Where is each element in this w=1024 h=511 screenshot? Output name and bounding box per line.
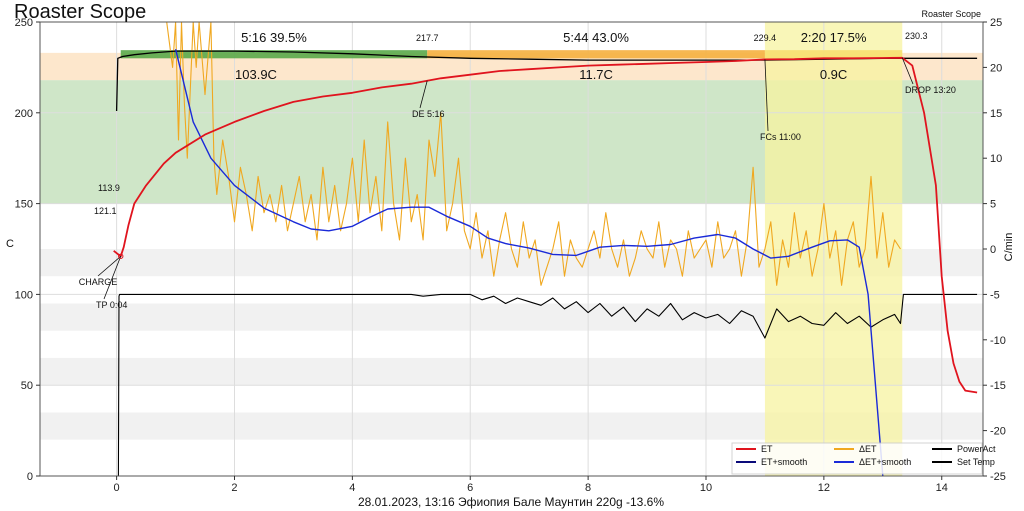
annotation-pointer <box>97 255 122 277</box>
chart-subtitle: 28.01.2023, 13:16 Эфиопия Бале Маунтин 2… <box>358 495 664 509</box>
phase-bar <box>120 50 428 59</box>
phase-temp: 229.4 <box>754 33 777 43</box>
chart-title: Roaster Scope <box>14 1 146 23</box>
ytick-right-label: -10 <box>990 335 1006 347</box>
legend-label: ET <box>761 444 773 454</box>
ytick-right-label: 25 <box>990 17 1002 29</box>
ytick-right-label: -15 <box>990 380 1006 392</box>
xtick-label: 8 <box>585 482 591 494</box>
annotation-label: 121.1 <box>94 206 117 216</box>
xtick-label: 14 <box>936 482 948 494</box>
ytick-left-label: 200 <box>15 108 33 120</box>
ytick-right-label: -5 <box>990 289 1000 301</box>
series-et-line <box>113 56 978 394</box>
ytick-left-label: 0 <box>27 471 33 483</box>
background-bands <box>40 22 983 476</box>
ytick-right-label: 20 <box>990 62 1002 74</box>
watermark-label: Roaster Scope <box>921 9 981 19</box>
annotation-label: DROP 13:20 <box>905 85 956 95</box>
series-etsmooth-line <box>174 49 884 477</box>
xtick-label: 2 <box>231 482 237 494</box>
phase-delta: 103.9C <box>235 67 277 82</box>
phase-label: 5:16 39.5% <box>241 30 307 45</box>
annotation-label: 113.9 <box>98 183 120 193</box>
legend-label: Set Temp <box>957 457 995 467</box>
phase-bar <box>764 50 903 59</box>
charge-marker <box>118 253 124 259</box>
legend-label: PowerAct <box>957 444 996 454</box>
xtick-label: 0 <box>114 482 120 494</box>
annotation-pointer <box>419 80 428 109</box>
ytick-right-label: 10 <box>990 153 1002 165</box>
axes: 0 2 4 6 8 10 12 14050100150200250-25-20-15-10-5… <box>15 17 1006 494</box>
annotation-label: DE 5:16 <box>412 109 445 119</box>
ytick-right-label: -20 <box>990 426 1006 438</box>
ytick-right-label: 15 <box>990 108 1002 120</box>
phase-temp: 217.7 <box>416 33 439 43</box>
xtick-label: 6 <box>467 482 473 494</box>
ytick-left-label: 50 <box>21 380 33 392</box>
ytick-right-label: 5 <box>990 199 996 211</box>
legend-label: ΔET <box>859 444 877 454</box>
annotation-label: CHARGE <box>79 277 118 287</box>
series-et-line <box>166 21 901 286</box>
ytick-right-label: -25 <box>990 471 1006 483</box>
ylabel-right: C/min <box>1003 233 1015 262</box>
ytick-left-label: 250 <box>15 17 33 29</box>
phase-temp: 230.3 <box>905 31 928 41</box>
ylabel-left: C <box>6 238 14 250</box>
phase-label: 2:20 17.5% <box>801 30 867 45</box>
phase-bars: 5:16 39.5% 103.9C 5:44 43.0% 11.7C 2:20 17.5… <box>120 30 928 82</box>
ytick-right-label: 0 <box>990 244 996 256</box>
ytick-left-label: 100 <box>15 289 33 301</box>
xtick-label: 12 <box>818 482 830 494</box>
annotation-label: FCs 11:00 <box>760 132 801 142</box>
legend-label: ET+smooth <box>761 457 807 467</box>
phase-label: 5:44 43.0% <box>563 30 629 45</box>
ytick-left-label: 150 <box>15 199 33 211</box>
annotation-pointer <box>764 59 769 132</box>
development-zone <box>764 22 903 476</box>
annotation-label: TP 0:04 <box>96 300 127 310</box>
annotation-pointer <box>901 57 914 85</box>
phase-delta: 0.9C <box>820 67 847 82</box>
phase-bar <box>427 50 765 59</box>
series-poweract-line <box>116 293 978 477</box>
annotation-pointer <box>103 256 122 300</box>
legend: ET ΔET PowerAct ET+smooth ΔET+smooth Set Temp <box>731 442 996 475</box>
series-lines <box>113 21 978 477</box>
annotations: CHARGE TP 0:04 DE 5:16 FCs 11:00 DROP 13:20 1… <box>79 57 956 310</box>
xtick-label: 10 <box>700 482 712 494</box>
legend-label: ΔET+smooth <box>859 457 911 467</box>
phase-delta: 11.7C <box>579 67 613 82</box>
xtick-label: 4 <box>349 482 355 494</box>
